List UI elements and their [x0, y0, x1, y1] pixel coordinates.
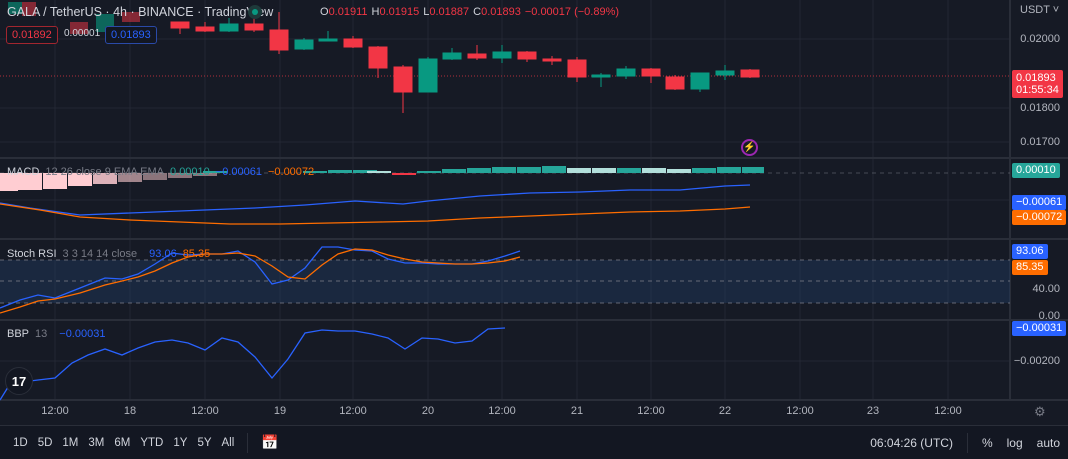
lightning-icon[interactable]: ⚡	[741, 139, 758, 156]
macd-legend[interactable]: MACD 12 26 close 9 EMA EMA 0.00010 −0.00…	[7, 166, 315, 178]
tradingview-logo-icon[interactable]: 17	[5, 367, 33, 395]
time-label: 12:00	[637, 405, 665, 417]
range-all-button[interactable]: All	[221, 436, 235, 449]
market-status-icon[interactable]	[248, 5, 262, 19]
bbp-legend[interactable]: BBP 13 −0.00031	[7, 328, 106, 340]
time-label: 12:00	[41, 405, 69, 417]
range-ytd-button[interactable]: YTD	[140, 436, 164, 449]
symbol-title[interactable]: GALA / TetherUS · 4h · BINANCE · Trading…	[7, 5, 274, 19]
range-5d-button[interactable]: 5D	[37, 436, 53, 449]
time-label: 21	[570, 405, 584, 417]
signal-line-tag: −0.00072	[1012, 210, 1067, 225]
bbp-tag: −0.00031	[1012, 321, 1067, 336]
range-1y-button[interactable]: 1Y	[173, 436, 188, 449]
log-scale-button[interactable]: log	[1006, 436, 1023, 450]
divider	[966, 433, 968, 453]
macd-histogram	[0, 166, 764, 191]
range-5y-button[interactable]: 5Y	[197, 436, 212, 449]
stoch-axis-label: 40.00	[1032, 283, 1060, 295]
macd-hist-tag: 0.00010	[1012, 163, 1060, 178]
range-1m-button[interactable]: 1M	[62, 436, 79, 449]
stoch-k-tag: 93.06	[1012, 244, 1048, 259]
bottom-toolbar: 1D 5D 1M 3M 6M YTD 1Y 5Y All 📅 06:04:26 …	[0, 425, 1068, 459]
time-label: 22	[718, 405, 732, 417]
time-label: 18	[123, 405, 137, 417]
signal-line	[0, 203, 751, 225]
buy-price-button[interactable]: 0.01893	[105, 26, 157, 44]
stoch-k-line	[0, 246, 521, 309]
last-price-tag: 0.01893 01:55:34	[1012, 70, 1063, 98]
stoch-d-line	[0, 248, 521, 314]
price-label: 0.02000	[1020, 33, 1060, 45]
stoch-rsi-legend[interactable]: Stoch RSI 3 3 14 14 close 93.06 85.35	[7, 248, 211, 260]
price-label: 0.01800	[1020, 102, 1060, 114]
go-to-date-icon[interactable]: 📅	[261, 434, 279, 450]
range-3m-button[interactable]: 3M	[88, 436, 105, 449]
time-label: 12:00	[786, 405, 814, 417]
time-label: 12:00	[934, 405, 962, 417]
range-1d-button[interactable]: 1D	[13, 436, 28, 449]
settings-gear-icon[interactable]: ⚙	[1034, 404, 1046, 419]
range-6m-button[interactable]: 6M	[114, 436, 131, 449]
auto-scale-button[interactable]: auto	[1036, 436, 1060, 450]
macd-line	[0, 184, 751, 216]
time-label: 12:00	[191, 405, 219, 417]
divider	[247, 432, 249, 453]
time-label: 12:00	[488, 405, 516, 417]
utc-clock[interactable]: 06:04:26 (UTC)	[870, 436, 953, 450]
ohlc-legend: O0.01911 H0.01915 L0.01887 C0.01893 −0.0…	[320, 6, 620, 18]
stoch-d-tag: 85.35	[1012, 260, 1048, 275]
spread-value: 0.00001	[64, 28, 101, 39]
currency-selector[interactable]: USDT ˅	[1020, 4, 1060, 16]
price-label: 0.01700	[1020, 136, 1060, 148]
time-label: 23	[866, 405, 880, 417]
time-label: 12:00	[339, 405, 367, 417]
bbp-axis-label: −0.00200	[1013, 355, 1060, 367]
macd-line-tag: −0.00061	[1012, 195, 1067, 210]
time-label: 19	[273, 405, 287, 417]
stoch-axis-label: 0.00	[1038, 310, 1060, 322]
time-label: 20	[421, 405, 435, 417]
percent-scale-button[interactable]: %	[981, 436, 993, 450]
sell-price-button[interactable]: 0.01892	[6, 26, 58, 44]
bbp-line	[0, 327, 506, 401]
